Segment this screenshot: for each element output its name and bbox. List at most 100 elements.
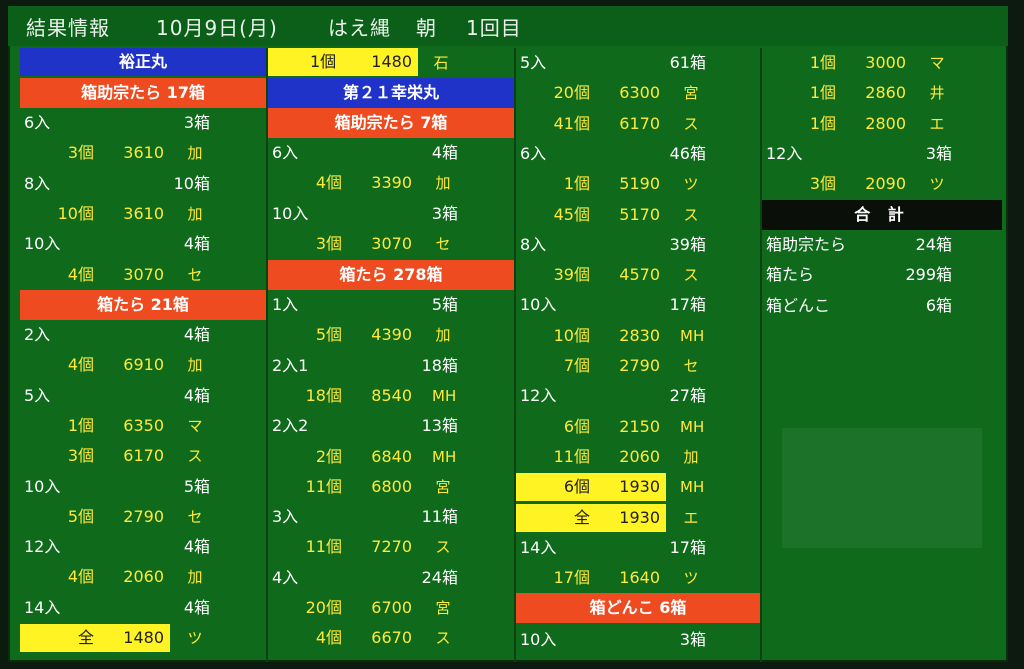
size-row: 10入 3箱: [516, 625, 760, 655]
highlight-price-row: 全 1480 ツ: [20, 623, 266, 653]
price: 2150: [619, 416, 660, 436]
box-count: 5箱: [431, 295, 458, 314]
quantity: 45個: [553, 204, 590, 224]
quantity: 18個: [305, 385, 342, 405]
price: 3610: [123, 143, 164, 163]
price: 2060: [123, 567, 164, 587]
quantity: 1個: [310, 52, 337, 71]
quantity: 1個: [563, 174, 590, 194]
box-count: 3箱: [431, 203, 458, 223]
quantity: 4個: [67, 264, 94, 284]
quantity: 1個: [67, 415, 94, 435]
quantity: 3個: [67, 446, 94, 466]
size-row: 10入 4箱: [20, 229, 266, 259]
highlight-box: [516, 473, 666, 502]
size-label: 10入: [272, 203, 309, 223]
price: 5190: [619, 174, 660, 194]
buyer-mark-icon: エ: [929, 114, 945, 133]
price: 7270: [371, 537, 412, 557]
box-count: 4箱: [183, 325, 210, 344]
total-label: 箱助宗たら: [766, 235, 847, 254]
quantity: 全: [573, 507, 590, 527]
size-row: 10入 17箱: [516, 290, 760, 320]
buyer-mark-icon: セ: [435, 234, 451, 253]
price: 3070: [371, 233, 412, 253]
quantity: 4個: [315, 628, 342, 648]
price-row: 11個 7270 ス: [268, 532, 514, 562]
box-count: 39箱: [669, 234, 706, 254]
price-row: 10個 3610 加: [20, 199, 266, 229]
column-divider: [760, 48, 762, 662]
price: 2800: [865, 113, 906, 133]
buyer-mark-icon: 宮: [435, 477, 451, 496]
price-row: 4個 6670 ス: [268, 623, 514, 653]
quantity: 10個: [553, 325, 590, 345]
total-row: 箱助宗たら 24箱: [762, 230, 1002, 260]
buyer-mark-icon: セ: [683, 357, 699, 375]
column-divider: [266, 48, 268, 662]
vessel-name: 第２１幸栄丸: [268, 78, 514, 108]
total-value: 6箱: [925, 295, 952, 315]
quantity: 41個: [553, 113, 590, 133]
quantity: 2個: [315, 446, 342, 466]
price-row: 18個 8540 MH: [268, 381, 514, 411]
quantity: 17個: [553, 568, 590, 588]
price: 8540: [371, 385, 412, 405]
title-date: 10月9日(月): [156, 16, 278, 40]
size-row: 10入 5箱: [20, 472, 266, 502]
size-label: 2入1: [272, 355, 309, 375]
buyer-mark-icon: MH: [432, 386, 457, 405]
size-row: 5入 4箱: [20, 381, 266, 411]
quantity: 20個: [553, 83, 590, 103]
size-label: 12入: [520, 386, 557, 406]
box-count: 24箱: [421, 567, 458, 587]
buyer-mark-icon: ツ: [683, 175, 699, 194]
size-label: 12入: [24, 537, 61, 557]
price: 6170: [619, 113, 660, 133]
buyer-mark-icon: 宮: [435, 599, 451, 617]
price-row: 4個 3070 セ: [20, 260, 266, 290]
vessel-name: 裕正丸: [20, 48, 266, 76]
quantity: 6個: [563, 477, 590, 497]
size-row: 6入 4箱: [268, 138, 514, 168]
price-row: 4個 3390 加: [268, 168, 514, 198]
size-label: 4入: [272, 567, 299, 587]
box-count: 4箱: [183, 385, 210, 405]
total-value: 24箱: [915, 235, 952, 254]
price: 4390: [371, 325, 412, 345]
quantity: 39個: [553, 265, 590, 285]
results-grid: 裕正丸 箱助宗たら 17箱 6入 3箱 3個 3610 加 8入 10箱 10個 3610 加 10…: [20, 48, 1008, 662]
buyer-mark-icon: ス: [683, 266, 699, 285]
size-label: 14入: [520, 537, 557, 557]
price: 1480: [123, 628, 164, 647]
price-row: 1個 2860 井: [762, 78, 1008, 108]
highlight-box: [20, 624, 170, 652]
size-label: 10入: [520, 295, 557, 315]
price: 2060: [619, 446, 660, 466]
buyer-mark-icon: ス: [683, 205, 699, 224]
buyer-mark-icon: ス: [435, 629, 451, 648]
size-row: 1入 5箱: [268, 290, 514, 320]
size-label: 2入2: [272, 416, 309, 436]
highlight-price-row: 6個 1930 MH: [516, 472, 760, 502]
box-count: 3箱: [925, 143, 952, 163]
price: 3390: [371, 173, 412, 193]
box-count: 4箱: [183, 597, 210, 617]
price-row: 39個 4570 ス: [516, 260, 760, 290]
buyer-mark-icon: マ: [187, 416, 203, 435]
quantity: 1個: [809, 113, 836, 133]
size-label: 2入: [24, 325, 51, 344]
price: 1480: [371, 52, 412, 71]
buyer-mark-icon: MH: [680, 417, 705, 436]
size-label: 5入: [24, 385, 51, 405]
size-row: 2入2 13箱: [268, 411, 514, 441]
results-board-screen: 結果情報 10月9日(月) はえ縄 朝 1回目 裕正丸 箱助宗たら 17箱 6入…: [8, 6, 1008, 662]
quantity: 6個: [563, 416, 590, 436]
size-label: 10入: [24, 476, 61, 496]
category-header: 箱助宗たら 17箱: [20, 78, 266, 108]
quantity: 11個: [305, 476, 342, 496]
quantity: 3個: [67, 143, 94, 163]
total-header: 合 計: [762, 200, 1002, 230]
price: 6670: [371, 628, 412, 648]
price: 6170: [123, 446, 164, 466]
